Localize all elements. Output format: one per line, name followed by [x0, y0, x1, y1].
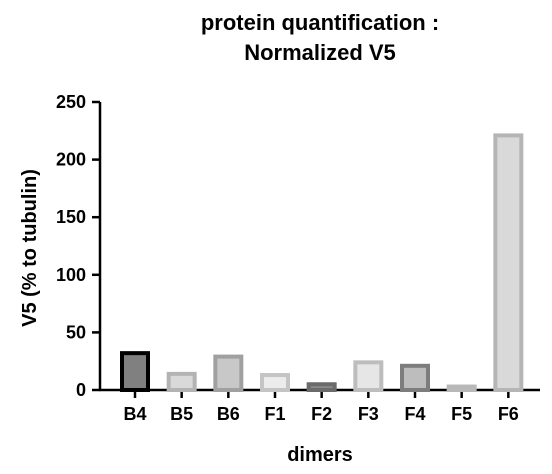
- x-tick-label: F5: [451, 404, 472, 424]
- y-axis-title: V5 (% to tubulin): [19, 169, 41, 327]
- x-axis: B4 B5 B6 F1 F2 F3 F4 F5 F6: [99, 388, 540, 424]
- x-tick-label: B5: [170, 404, 193, 424]
- chart-title-line-2: Normalized V5: [244, 40, 396, 65]
- y-tick-label: 0: [76, 380, 86, 400]
- y-tick-label: 50: [66, 322, 86, 342]
- bar-f1: [260, 373, 290, 392]
- x-tick-label: B6: [217, 404, 240, 424]
- y-tick-label: 150: [56, 207, 86, 227]
- x-tick-label: B4: [123, 404, 146, 424]
- x-tick-label: F3: [358, 404, 379, 424]
- y-tick-label: 250: [56, 92, 86, 112]
- bar-f4: [400, 363, 430, 393]
- y-tick-label: 200: [56, 150, 86, 170]
- bars: [120, 133, 524, 393]
- y-axis: 0 50 100 150 200 250: [56, 92, 102, 400]
- bar-f2: [306, 382, 337, 392]
- bar-b6: [213, 354, 244, 393]
- x-axis-title: dimers: [287, 444, 353, 466]
- bar-f5: [446, 384, 477, 393]
- bar-b4: [120, 351, 150, 392]
- bar-f6: [493, 133, 524, 392]
- x-tick-label: F1: [264, 404, 285, 424]
- x-tick-label: F4: [404, 404, 425, 424]
- y-tick-label: 100: [56, 265, 86, 285]
- bar-f3: [353, 360, 384, 392]
- x-tick-label: F6: [498, 404, 519, 424]
- x-tick-label: F2: [311, 404, 332, 424]
- bar-b5: [166, 371, 197, 393]
- chart-title-line-1: protein quantification :: [200, 10, 440, 35]
